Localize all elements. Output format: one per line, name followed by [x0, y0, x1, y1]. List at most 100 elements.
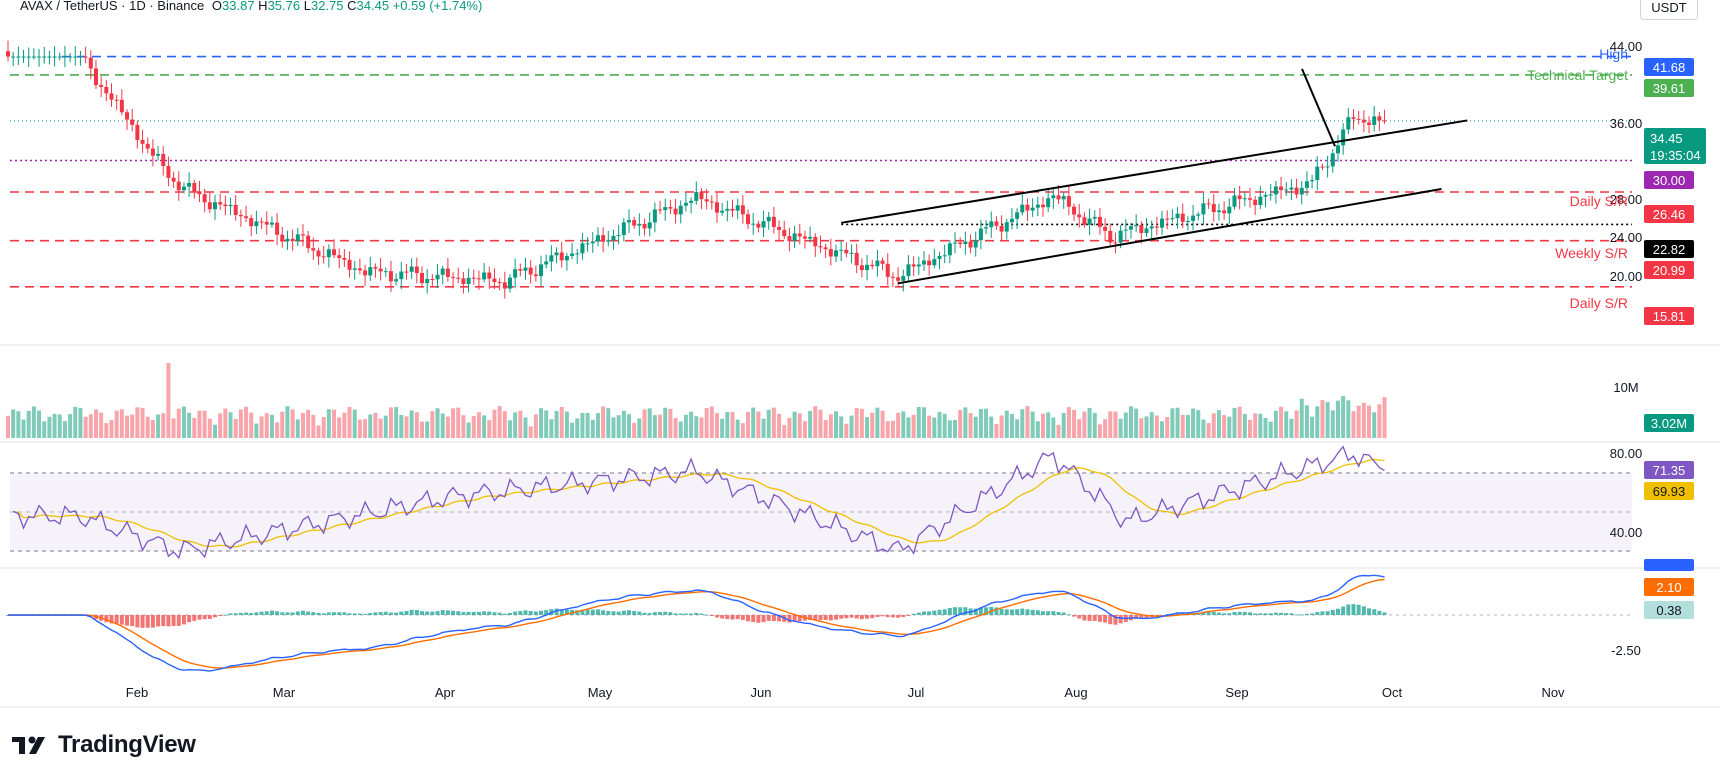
- macd-histogram-bar: [140, 615, 145, 628]
- candle-body: [57, 56, 62, 58]
- volume-bar: [963, 407, 968, 438]
- macd-histogram-bar: [637, 611, 642, 615]
- candle-body: [590, 241, 595, 244]
- macd-histogram-bar: [440, 610, 445, 615]
- volume-bar: [683, 414, 688, 438]
- candle-body: [1175, 213, 1180, 219]
- volume-bar: [404, 416, 409, 438]
- volume-bar: [890, 420, 895, 438]
- candle-body: [735, 205, 740, 211]
- macd-histogram-bar: [269, 610, 274, 615]
- candle-body: [973, 240, 978, 248]
- macd-histogram-bar: [342, 612, 347, 615]
- candle-body: [652, 209, 657, 223]
- volume-bar: [1082, 411, 1087, 438]
- volume-bar: [518, 410, 523, 438]
- macd-histogram-bar: [1051, 611, 1056, 615]
- macd-histogram-bar: [921, 611, 926, 615]
- macd-histogram-bar: [1237, 611, 1242, 615]
- volume-bar: [471, 416, 476, 438]
- candle-body: [440, 268, 445, 275]
- candle-body: [1248, 198, 1252, 200]
- volume-bar: [125, 415, 130, 438]
- candle-body: [218, 202, 223, 205]
- macd-histogram-bar: [554, 608, 559, 615]
- macd-histogram-bar: [999, 609, 1004, 615]
- volume-bar: [740, 423, 745, 438]
- volume-bar: [725, 411, 730, 438]
- macd-histogram-bar: [347, 613, 352, 615]
- macd-histogram-bar: [632, 610, 637, 615]
- volume-bar: [114, 410, 119, 438]
- candle-body: [1108, 230, 1113, 243]
- x-tick: Mar: [273, 685, 296, 700]
- candle-body: [37, 56, 42, 58]
- volume-bar: [797, 413, 802, 438]
- volume-bar: [947, 420, 952, 438]
- volume-bar: [1232, 407, 1237, 438]
- candle-body: [683, 202, 688, 206]
- candle-body: [352, 268, 357, 270]
- volume-bar: [627, 414, 631, 438]
- candle-body: [1066, 196, 1071, 207]
- volume-bar: [1237, 406, 1242, 438]
- volume-bar: [989, 416, 994, 438]
- volume-bar: [1315, 406, 1320, 438]
- macd-histogram-bar: [756, 615, 761, 623]
- svg-text:71.35: 71.35: [1653, 463, 1686, 478]
- macd-histogram-bar: [606, 611, 611, 615]
- symbol-header[interactable]: AVAX / TetherUS · 1D · Binance O33.87 H3…: [20, 0, 482, 13]
- macd-histogram-bar: [1015, 609, 1020, 615]
- volume-bar: [316, 425, 321, 438]
- candle-body: [740, 205, 745, 215]
- candle-body: [585, 243, 590, 245]
- svg-text:41.68: 41.68: [1653, 60, 1686, 75]
- candle-body: [896, 277, 901, 281]
- volume-bar: [161, 413, 166, 438]
- candle-body: [88, 57, 93, 69]
- volume-bar: [782, 425, 787, 438]
- candle-body: [476, 278, 481, 280]
- candle-body: [451, 276, 456, 278]
- candle-body: [984, 227, 989, 229]
- candle-body: [1206, 203, 1211, 205]
- candle-body: [937, 255, 942, 260]
- volume-bar: [523, 417, 528, 438]
- svg-text:2.10: 2.10: [1656, 580, 1681, 595]
- volume-bar: [709, 406, 714, 438]
- volume-bar: [616, 415, 621, 438]
- volume-bar: [285, 406, 290, 438]
- tradingview-brand[interactable]: TradingView: [12, 730, 196, 760]
- svg-text:30.00: 30.00: [1653, 173, 1686, 188]
- volume-bar: [689, 411, 694, 438]
- level-label-high: High: [1599, 46, 1628, 62]
- volume-bar: [673, 418, 678, 438]
- volume-bar: [306, 409, 311, 438]
- volume-bar: [678, 421, 683, 438]
- volume-bar: [870, 412, 875, 438]
- candle-body: [1097, 216, 1102, 227]
- macd-histogram-bar: [870, 615, 875, 619]
- candle-body: [244, 216, 249, 219]
- macd-histogram-bar: [839, 615, 844, 619]
- macd-histogram-bar: [482, 611, 487, 615]
- candle-body: [192, 183, 197, 192]
- macd-histogram-bar: [813, 615, 818, 621]
- candle-body: [1253, 199, 1258, 206]
- macd-histogram-bar: [430, 611, 435, 615]
- candle-body: [73, 56, 78, 58]
- candle-body: [1341, 129, 1346, 146]
- macd-histogram-bar: [642, 612, 647, 615]
- candle-body: [720, 210, 725, 213]
- macd-histogram-bar: [1351, 604, 1356, 615]
- candle-body: [1092, 216, 1097, 219]
- currency-button[interactable]: USDT: [1640, 0, 1698, 20]
- volume-bar: [1097, 424, 1102, 438]
- macd-histogram-bar: [942, 609, 947, 615]
- volume-bar: [269, 414, 274, 438]
- candle-body: [1367, 122, 1372, 125]
- volume-bar: [1108, 411, 1113, 438]
- macd-histogram-bar: [973, 608, 978, 615]
- volume-bar: [1056, 424, 1061, 438]
